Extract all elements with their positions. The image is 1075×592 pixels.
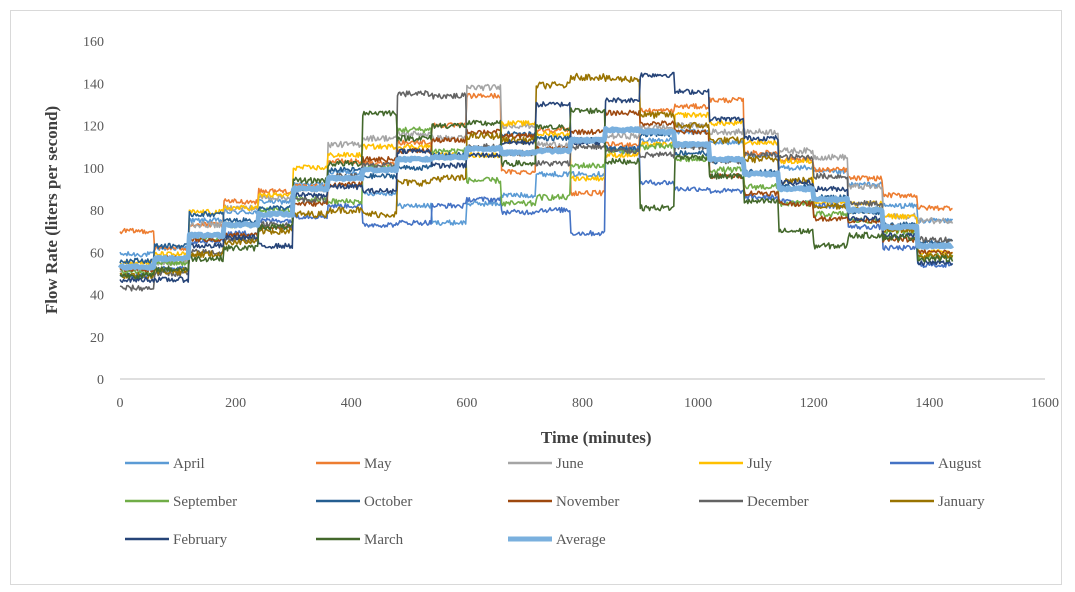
y-tick-label: 160 bbox=[83, 35, 104, 50]
legend-item-average: Average bbox=[508, 532, 606, 548]
legend-label: April bbox=[173, 456, 205, 472]
y-axis-title: Flow Rate (liters per second) bbox=[42, 106, 61, 314]
x-tick-label: 800 bbox=[572, 396, 593, 411]
x-tick-label: 200 bbox=[225, 396, 246, 411]
legend-label: September bbox=[173, 494, 237, 510]
plot-lines bbox=[117, 71, 954, 292]
legend-item-april: April bbox=[125, 456, 205, 472]
x-tick-label: 400 bbox=[341, 396, 362, 411]
legend-label: January bbox=[938, 494, 985, 510]
legend-item-march: March bbox=[316, 532, 404, 548]
series-line-average bbox=[117, 126, 954, 271]
y-tick-label: 100 bbox=[83, 162, 104, 177]
legend-label: November bbox=[556, 494, 619, 510]
legend-label: July bbox=[747, 456, 773, 472]
legend-item-august: August bbox=[890, 456, 982, 472]
legend: April May June July August September October No… bbox=[125, 456, 985, 548]
legend-label: May bbox=[364, 456, 392, 472]
x-axis-ticks: 0 200 400 600 800 1000 1200 1400 1600 bbox=[117, 396, 1060, 411]
legend-label: December bbox=[747, 494, 809, 510]
legend-item-september: September bbox=[125, 494, 237, 510]
legend-item-june: June bbox=[508, 456, 584, 472]
legend-item-october: October bbox=[316, 494, 412, 510]
x-tick-label: 1600 bbox=[1031, 396, 1059, 411]
y-tick-label: 60 bbox=[90, 246, 104, 261]
legend-item-january: January bbox=[890, 494, 985, 510]
legend-item-december: December bbox=[699, 494, 809, 510]
x-tick-label: 0 bbox=[117, 396, 124, 411]
legend-item-july: July bbox=[699, 456, 773, 472]
legend-label: October bbox=[364, 494, 412, 510]
y-tick-label: 120 bbox=[83, 120, 104, 135]
legend-label: August bbox=[938, 456, 982, 472]
x-tick-label: 1000 bbox=[684, 396, 712, 411]
series-line-march bbox=[119, 107, 954, 280]
y-tick-label: 20 bbox=[90, 331, 104, 346]
legend-item-november: November bbox=[508, 494, 619, 510]
legend-label: March bbox=[364, 532, 404, 548]
legend-item-may: May bbox=[316, 456, 392, 472]
y-tick-label: 40 bbox=[90, 289, 104, 304]
y-tick-label: 140 bbox=[83, 77, 104, 92]
legend-label: June bbox=[556, 456, 584, 472]
y-axis-ticks: 0 20 40 60 80 100 120 140 160 bbox=[83, 35, 104, 388]
legend-label: February bbox=[173, 532, 228, 548]
y-tick-label: 0 bbox=[97, 373, 104, 388]
x-tick-label: 1400 bbox=[915, 396, 943, 411]
legend-item-february: February bbox=[125, 532, 228, 548]
x-tick-label: 1200 bbox=[800, 396, 828, 411]
legend-label: Average bbox=[556, 532, 606, 548]
x-tick-label: 600 bbox=[456, 396, 477, 411]
y-tick-label: 80 bbox=[90, 204, 104, 219]
x-axis-title: Time (minutes) bbox=[541, 428, 652, 447]
